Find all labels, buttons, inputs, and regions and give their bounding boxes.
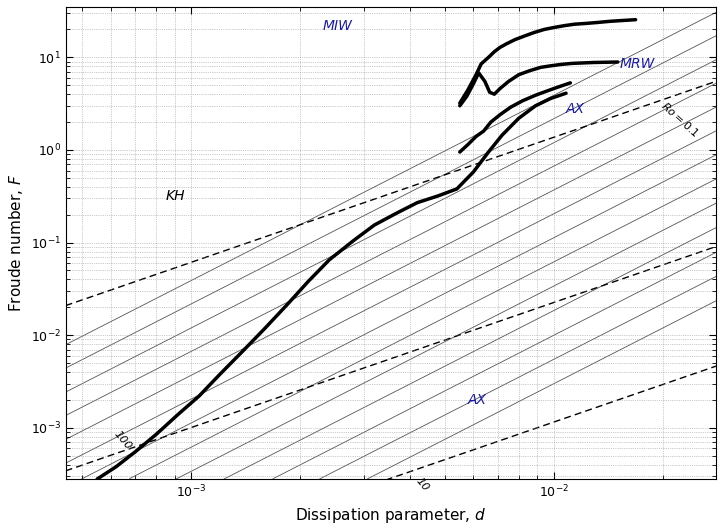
X-axis label: Dissipation parameter, $d$: Dissipation parameter, $d$: [295, 506, 487, 525]
Y-axis label: Froude number, $F$: Froude number, $F$: [7, 174, 25, 312]
Text: MRW: MRW: [620, 57, 655, 71]
Text: AX: AX: [566, 102, 585, 115]
Text: AX: AX: [469, 393, 487, 407]
Text: $Ro=0.1$: $Ro=0.1$: [659, 99, 702, 139]
Text: 100: 100: [112, 429, 134, 452]
Text: KH: KH: [166, 189, 185, 203]
Text: 10: 10: [414, 476, 430, 493]
Text: MIW: MIW: [322, 19, 352, 32]
